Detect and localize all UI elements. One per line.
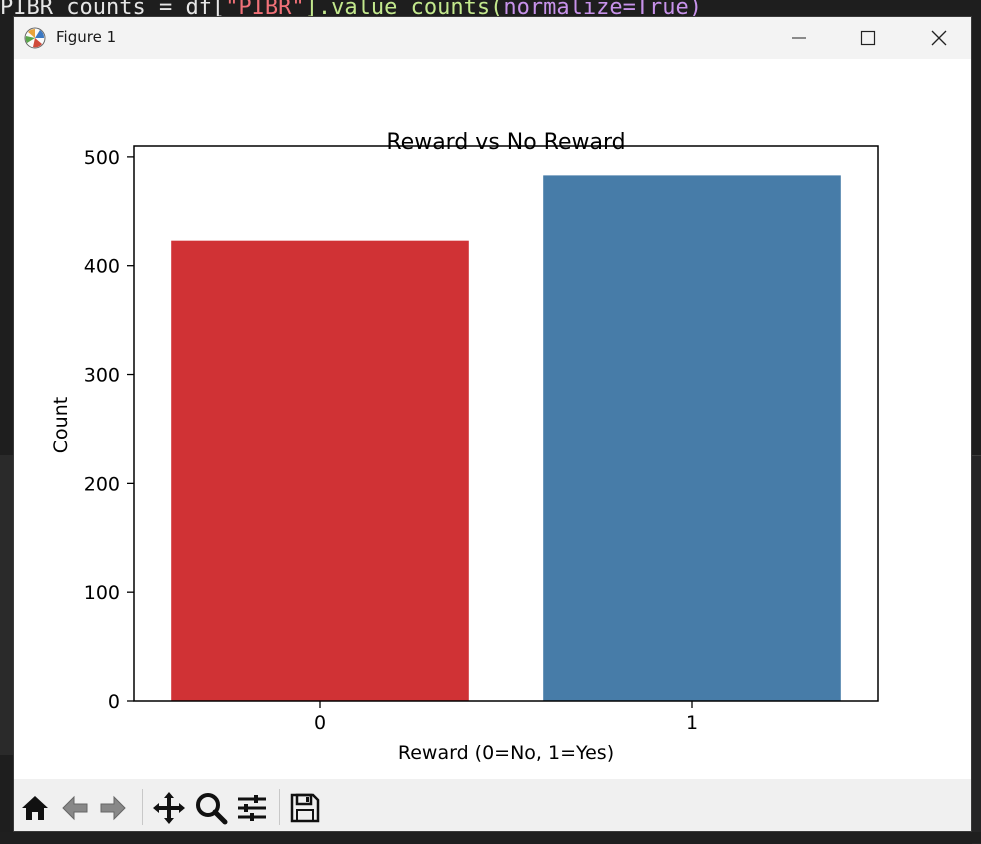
title-bar[interactable]: Figure 1 — [14, 17, 971, 59]
save-icon — [290, 793, 320, 823]
home-icon — [22, 796, 48, 820]
axes-frame — [133, 145, 879, 702]
y-tick-label: 500 — [84, 147, 120, 169]
forward-icon — [100, 795, 126, 821]
zoom-button[interactable] — [194, 791, 228, 825]
y-tick-label: 200 — [84, 473, 120, 495]
code-token: PIBR_counts — [0, 0, 146, 16]
matplotlib-logo-icon — [24, 27, 46, 49]
y-axis-label: Count — [50, 397, 72, 453]
x-tick-label: 1 — [686, 712, 698, 734]
code-token: "PIBR" — [225, 0, 305, 16]
background-panel-left — [0, 455, 13, 755]
close-icon — [931, 30, 947, 46]
save-button[interactable] — [288, 791, 322, 825]
code-token: ].value_counts( — [304, 0, 504, 16]
y-tick-label: 400 — [84, 256, 120, 278]
toolbar-separator — [279, 789, 280, 825]
pan-icon — [153, 792, 185, 824]
toolbar-separator — [142, 789, 143, 825]
y-tick-label: 300 — [84, 365, 120, 387]
back-icon — [62, 795, 88, 821]
home-button[interactable] — [18, 791, 52, 825]
y-tick-label: 100 — [84, 582, 120, 604]
background-panel-right — [972, 455, 981, 844]
background-statusbar — [0, 832, 981, 843]
y-tick-label: 0 — [108, 691, 120, 713]
x-axis-label: Reward (0=No, 1=Yes) — [398, 742, 614, 764]
navigation-toolbar — [14, 779, 971, 831]
maximize-icon — [860, 30, 876, 46]
chart-title: Reward vs No Reward — [386, 130, 625, 155]
bar-1 — [543, 175, 841, 702]
minimize-icon — [792, 37, 806, 39]
configure-subplots-button[interactable] — [235, 791, 269, 825]
window-title: Figure 1 — [56, 28, 117, 46]
pan-button[interactable] — [152, 791, 186, 825]
background-editor: PIBR_counts = df["PIBR"].value_counts(no… — [0, 0, 981, 16]
minimize-button[interactable] — [776, 17, 822, 59]
figure-window: Figure 1 Reward vs No Reward 0 100 200 300 4… — [13, 16, 972, 832]
bar-0 — [171, 240, 469, 702]
code-token: normalize=True) — [503, 0, 703, 16]
x-tick-label: 0 — [314, 712, 326, 734]
maximize-button[interactable] — [845, 17, 891, 59]
forward-button[interactable] — [96, 791, 130, 825]
code-token: = df[ — [145, 0, 226, 16]
zoom-icon — [196, 793, 228, 825]
close-button[interactable] — [916, 17, 962, 59]
configure-icon — [238, 795, 266, 821]
back-button[interactable] — [58, 791, 92, 825]
